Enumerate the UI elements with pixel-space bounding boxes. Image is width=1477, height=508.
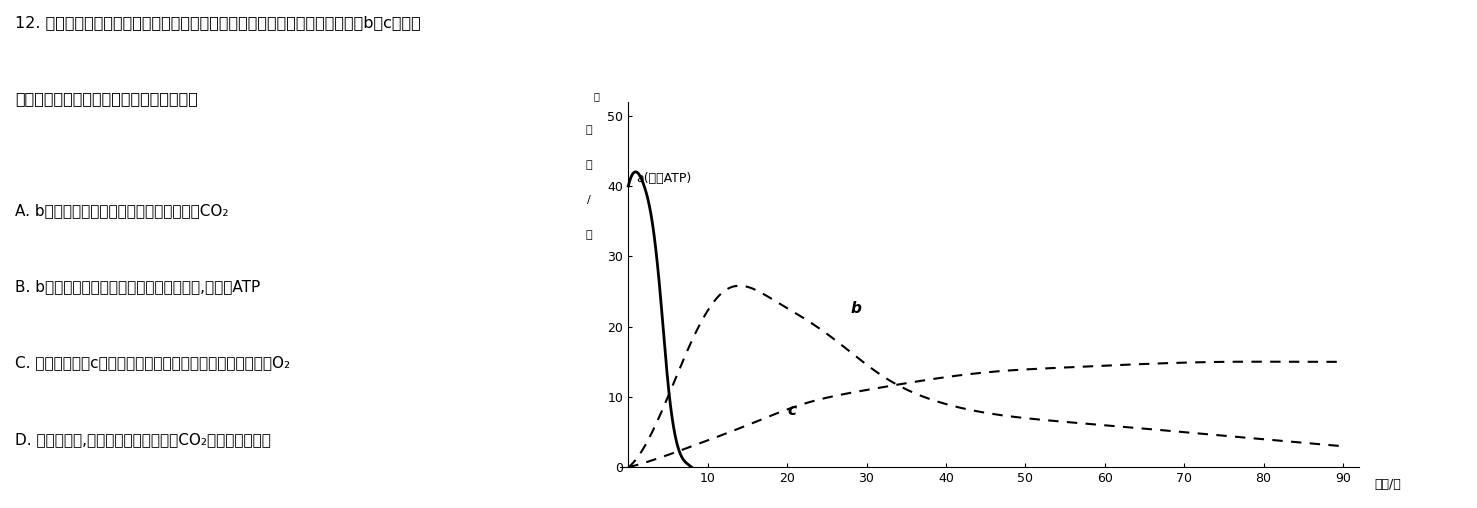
Text: 能: 能 <box>585 125 592 135</box>
Text: b: b <box>851 301 861 315</box>
Text: c: c <box>787 403 796 418</box>
Text: D. 剧烈运动时,运动员细胞呼吸产生的CO₂全部来自线粒体: D. 剧烈运动时,运动员细胞呼吸产生的CO₂全部来自线粒体 <box>15 432 270 447</box>
Text: 千: 千 <box>585 230 592 240</box>
Text: C. 运动员在进行c类型细胞呼吸时会在线粒体基质中消耗大量O₂: C. 运动员在进行c类型细胞呼吸时会在线粒体基质中消耗大量O₂ <box>15 356 289 371</box>
Text: B. b类型细胞呼吸的各个阶段都能释放能量,并生成ATP: B. b类型细胞呼吸的各个阶段都能释放能量,并生成ATP <box>15 279 260 295</box>
Text: 12. 如图为某运动员剧烈运动时，肌肉收缩过程中部分能量代谢的示意图。图中b和c代表不: 12. 如图为某运动员剧烈运动时，肌肉收缩过程中部分能量代谢的示意图。图中b和c… <box>15 15 421 30</box>
Text: 千: 千 <box>594 91 600 102</box>
Text: A. b类型细胞呼吸的氧化分解产物是酒精和CO₂: A. b类型细胞呼吸的氧化分解产物是酒精和CO₂ <box>15 203 229 218</box>
Text: 同类型的细胞呼吸。下列相关叙述正确的是: 同类型的细胞呼吸。下列相关叙述正确的是 <box>15 91 198 107</box>
Text: /: / <box>586 195 591 205</box>
Text: a(存量ATP): a(存量ATP) <box>637 173 691 185</box>
Text: 时间/秒: 时间/秒 <box>1375 478 1402 491</box>
Text: 量: 量 <box>585 160 592 170</box>
